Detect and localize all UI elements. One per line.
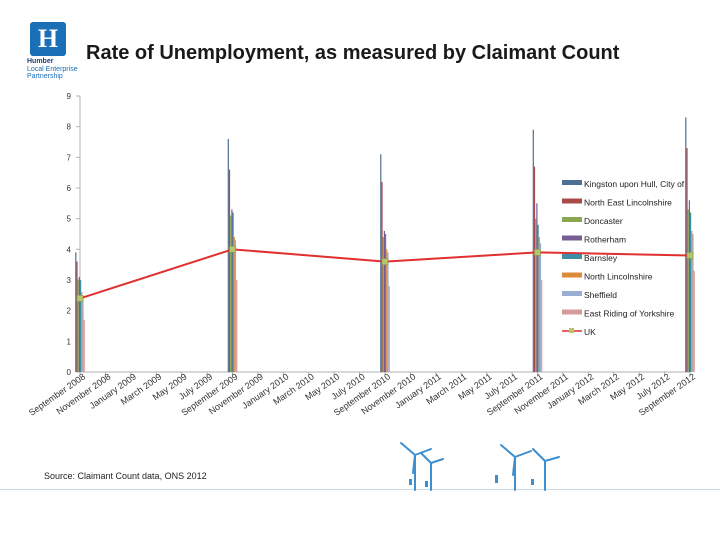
marker-uk <box>229 246 236 253</box>
marker-uk <box>76 295 84 302</box>
bar-north-lincolnshire <box>691 230 693 372</box>
bar-north-lincolnshire <box>81 292 83 372</box>
bar-north-lincolnshire <box>233 237 235 372</box>
y-tick-label: 3 <box>67 276 72 285</box>
bar-rotherham <box>78 276 80 372</box>
bar-north-east-lincolnshire <box>533 166 536 372</box>
legend-label: North East Lincolnshire <box>584 198 672 208</box>
y-tick-label: 1 <box>67 337 72 346</box>
chart-title: Rate of Unemployment, as measured by Cla… <box>86 42 620 64</box>
bar-sheffield <box>539 243 542 372</box>
bar-doncaster <box>77 280 79 372</box>
bar-sheffield <box>387 252 389 372</box>
legend-swatch <box>562 235 582 241</box>
y-tick-label: 9 <box>67 92 72 101</box>
logo-mark <box>30 22 66 56</box>
legend-label: Sheffield <box>584 290 617 300</box>
bar-kingston-upon-hull-city-of <box>685 117 687 372</box>
bar-rotherham <box>231 209 233 372</box>
logo-text: Humber Local Enterprise Partnership <box>27 58 87 81</box>
bar-east-riding-of-yorkshire <box>693 270 695 372</box>
bar-north-lincolnshire <box>386 249 388 372</box>
bar-rotherham <box>383 230 385 372</box>
logo-line: Local Enterprise <box>27 65 78 73</box>
marker-uk <box>686 252 694 259</box>
bar-doncaster <box>535 218 537 372</box>
footer-divider <box>0 489 720 490</box>
bar-kingston-upon-hull-city-of <box>532 129 534 372</box>
logo-line: Humber <box>27 58 54 65</box>
legend-label: North Lincolnshire <box>584 272 653 282</box>
bar-doncaster <box>230 215 232 372</box>
legend-swatch <box>562 272 582 278</box>
bar-east-riding-of-yorkshire <box>236 280 238 372</box>
bar-barnsley <box>537 224 539 372</box>
legend-swatch <box>562 254 582 259</box>
legend-swatch <box>562 180 582 185</box>
legend-swatch <box>562 291 582 296</box>
marker-uk <box>381 258 389 265</box>
y-tick-label: 8 <box>67 123 72 132</box>
y-tick-label: 6 <box>67 184 72 193</box>
bar-east-riding-of-yorkshire <box>83 319 85 372</box>
bar-sheffield <box>234 240 237 372</box>
bar-doncaster <box>382 237 384 372</box>
legend-label: Doncaster <box>584 216 623 226</box>
legend-label: Barnsley <box>584 253 618 263</box>
bar-barnsley <box>690 212 692 372</box>
y-tick-label: 5 <box>67 215 72 224</box>
logo-line: Partnership <box>27 73 63 80</box>
legend-swatch <box>562 309 582 315</box>
humber-lep-logo: H Humber Local Enterprise Partnership <box>26 22 78 80</box>
y-tick-label: 0 <box>67 368 72 377</box>
bar-north-lincolnshire <box>538 237 540 372</box>
bar-north-east-lincolnshire <box>76 261 78 372</box>
legend-label: Rotherham <box>584 235 626 245</box>
bar-kingston-upon-hull-city-of <box>75 252 77 372</box>
y-tick-label: 4 <box>67 245 72 254</box>
bar-sheffield <box>82 295 84 372</box>
marker-uk <box>534 249 541 256</box>
logo-letter: H <box>37 24 59 53</box>
bar-east-riding-of-yorkshire <box>541 280 543 372</box>
bar-north-east-lincolnshire <box>686 148 688 372</box>
legend-marker-uk <box>569 328 574 333</box>
bar-barnsley <box>80 280 82 372</box>
bar-east-riding-of-yorkshire <box>388 286 390 372</box>
legend-swatch <box>562 198 582 204</box>
bar-kingston-upon-hull-city-of <box>380 154 382 372</box>
bar-north-east-lincolnshire <box>381 181 383 372</box>
legend-swatch <box>562 217 582 222</box>
bar-barnsley <box>385 234 387 372</box>
bar-sheffield <box>692 234 694 372</box>
legend-label: Kingston upon Hull, City of <box>584 179 685 189</box>
bar-north-east-lincolnshire <box>228 169 231 372</box>
source-note: Source: Claimant Count data, ONS 2012 <box>44 471 207 481</box>
bar-rotherham <box>536 203 538 372</box>
y-tick-label: 7 <box>67 153 72 162</box>
bar-kingston-upon-hull-city-of <box>227 138 229 372</box>
legend-label: East Riding of Yorkshire <box>584 309 675 319</box>
bar-rotherham <box>688 200 690 372</box>
legend-label: UK <box>584 327 596 337</box>
wind-turbines-graphic <box>400 442 560 491</box>
y-tick-label: 2 <box>67 307 72 316</box>
bar-barnsley <box>232 212 234 372</box>
bar-doncaster <box>687 209 689 372</box>
